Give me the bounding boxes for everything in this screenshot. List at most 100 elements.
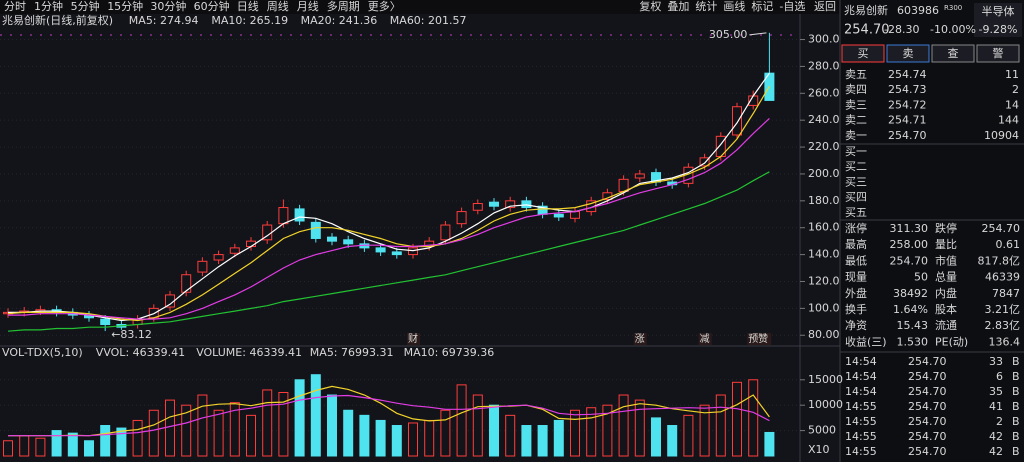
stat-label: 净资 bbox=[845, 318, 867, 332]
stat-value: 136.4 bbox=[989, 335, 1021, 348]
tool-button[interactable]: 叠加 bbox=[667, 0, 689, 13]
ma-legend: MA5: 274.94 bbox=[129, 14, 199, 27]
volume-bar bbox=[327, 394, 337, 457]
stat-value: 254.70 bbox=[982, 222, 1021, 235]
trade-volume: 2 bbox=[996, 415, 1003, 428]
event-marker[interactable]: 减 bbox=[700, 333, 710, 345]
volume-bar bbox=[343, 409, 354, 457]
period-tab[interactable]: 分时 bbox=[4, 0, 26, 13]
trade-volume: 33 bbox=[989, 355, 1003, 368]
tool-button[interactable]: 复权 bbox=[639, 0, 661, 13]
candle-body bbox=[327, 236, 337, 242]
volume-bar bbox=[148, 409, 159, 457]
trade-button-label[interactable]: 警 bbox=[993, 46, 1004, 60]
trade-button[interactable] bbox=[976, 44, 1020, 63]
tool-button[interactable]: 统计 bbox=[695, 0, 717, 13]
ask-label: 卖五 bbox=[845, 68, 867, 81]
ask-label: 卖一 bbox=[845, 129, 867, 142]
stat-value: 15.43 bbox=[897, 319, 929, 332]
trade-volume: 6 bbox=[996, 370, 1003, 383]
stat-label: 收益(三) bbox=[845, 334, 887, 348]
period-tab[interactable]: 1分钟 bbox=[34, 0, 63, 13]
ask-volume: 14 bbox=[1005, 98, 1019, 111]
volume-bar bbox=[294, 379, 305, 457]
stat-label: 最高 bbox=[845, 237, 867, 251]
stat-value: 7847 bbox=[992, 287, 1020, 300]
period-tab[interactable]: 多周期 bbox=[327, 0, 360, 13]
event-marker[interactable]: 财 bbox=[408, 332, 418, 345]
trade-price: 254.70 bbox=[908, 355, 947, 368]
y-tick-label: 120.0 bbox=[808, 274, 840, 287]
volume-bar bbox=[229, 402, 240, 457]
period-tab[interactable]: 月线 bbox=[297, 0, 319, 13]
event-marker-bg bbox=[747, 333, 772, 345]
sector-name[interactable]: 半导体 bbox=[982, 4, 1015, 18]
tool-button[interactable]: 画线 bbox=[723, 0, 745, 13]
stat-label: 市值 bbox=[935, 253, 957, 267]
stat-label: 现量 bbox=[845, 271, 867, 284]
volume-bar bbox=[67, 432, 78, 457]
trade-time: 14:54 bbox=[845, 385, 877, 398]
candle-body bbox=[181, 274, 192, 293]
trade-side: B bbox=[1012, 370, 1020, 383]
tool-button[interactable]: 标记 bbox=[751, 0, 773, 13]
volume-bar bbox=[246, 414, 256, 457]
trade-button-label[interactable]: 卖 bbox=[903, 47, 914, 60]
period-tab[interactable]: 周线 bbox=[267, 0, 289, 13]
event-marker-bg bbox=[633, 333, 647, 345]
trade-side: B bbox=[1012, 415, 1020, 428]
volume-legend: MA10: 69739.36 bbox=[404, 346, 495, 359]
bid-label: 买一 bbox=[845, 145, 867, 158]
event-marker[interactable]: 涨 bbox=[635, 333, 645, 345]
stat-label: 最低 bbox=[845, 254, 867, 267]
candle-body bbox=[294, 208, 305, 222]
trade-price: 254.70 bbox=[908, 400, 947, 413]
period-tab[interactable]: 60分钟 bbox=[194, 0, 230, 13]
ma-line bbox=[8, 72, 770, 322]
event-marker[interactable]: 预赞 bbox=[748, 332, 768, 345]
stat-value: 38492 bbox=[893, 287, 928, 300]
trade-button[interactable] bbox=[886, 44, 930, 63]
trade-button[interactable] bbox=[931, 44, 975, 63]
stock-code: 603986 bbox=[897, 4, 939, 17]
stat-label: 外盘 bbox=[845, 286, 867, 300]
last-price: 254.70 bbox=[844, 23, 890, 38]
period-tab[interactable]: 15分钟 bbox=[107, 0, 143, 13]
ma-legend: MA20: 241.36 bbox=[301, 14, 378, 27]
ma-legend: MA10: 265.19 bbox=[211, 14, 288, 27]
trade-price: 254.70 bbox=[908, 370, 947, 383]
trade-button-label[interactable]: 买 bbox=[858, 47, 869, 60]
tool-button[interactable]: -自选 bbox=[779, 0, 805, 13]
tool-button[interactable]: 返回 bbox=[814, 0, 836, 13]
volume-bar bbox=[715, 394, 726, 457]
period-tab[interactable]: 日线 bbox=[237, 0, 259, 13]
stat-value: 817.8亿 bbox=[978, 254, 1021, 267]
volume-bar bbox=[424, 419, 435, 457]
trade-side: B bbox=[1012, 445, 1020, 458]
volume-bar bbox=[683, 414, 694, 457]
event-marker-bg bbox=[698, 333, 712, 345]
period-tab[interactable]: 30分钟 bbox=[150, 0, 186, 13]
stat-value: 2.83亿 bbox=[985, 319, 1021, 332]
trade-button[interactable] bbox=[841, 44, 885, 63]
trade-time: 14:55 bbox=[845, 430, 877, 443]
stat-value: 258.00 bbox=[890, 238, 929, 251]
ask-label: 卖三 bbox=[845, 98, 867, 111]
stat-label: 流通 bbox=[935, 318, 957, 332]
period-tab[interactable]: 更多〉 bbox=[368, 0, 401, 13]
ask-volume: 144 bbox=[998, 114, 1019, 127]
trade-button-label[interactable]: 查 bbox=[948, 46, 959, 60]
ask-label: 卖四 bbox=[845, 83, 867, 96]
volume-legend: MA5: 76993.31 bbox=[310, 346, 394, 359]
volume-bar bbox=[262, 389, 273, 457]
y-tick-label: 260.0 bbox=[808, 86, 840, 99]
candle-body bbox=[375, 247, 386, 253]
volume-bar bbox=[278, 391, 289, 457]
candle-body bbox=[391, 251, 402, 256]
period-tab[interactable]: 5分钟 bbox=[71, 0, 100, 13]
volume-bar bbox=[699, 404, 710, 457]
trade-price: 254.70 bbox=[908, 415, 947, 428]
ask-volume: 11 bbox=[1005, 68, 1019, 81]
volume-bar bbox=[440, 409, 451, 457]
ask-volume: 2 bbox=[1012, 83, 1019, 96]
